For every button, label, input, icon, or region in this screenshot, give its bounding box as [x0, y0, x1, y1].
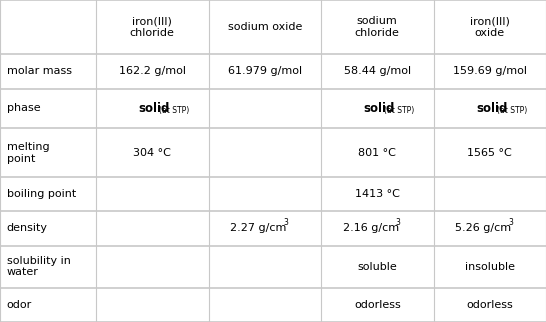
Text: (at STP): (at STP) [384, 106, 414, 115]
Text: insoluble: insoluble [465, 262, 515, 272]
Text: odor: odor [7, 300, 32, 310]
Text: soluble: soluble [358, 262, 397, 272]
Text: 162.2 g/mol: 162.2 g/mol [119, 67, 186, 77]
Text: iron(III)
oxide: iron(III) oxide [470, 16, 510, 38]
Text: solid: solid [364, 102, 395, 115]
Text: solid: solid [476, 102, 507, 115]
Text: 61.979 g/mol: 61.979 g/mol [228, 67, 302, 77]
Text: 1565 °C: 1565 °C [467, 148, 512, 158]
Text: (at STP): (at STP) [497, 106, 527, 115]
Text: phase: phase [7, 103, 40, 113]
Text: 801 °C: 801 °C [358, 148, 396, 158]
Text: odorless: odorless [466, 300, 513, 310]
Text: 2.16 g/cm: 2.16 g/cm [343, 223, 399, 233]
Text: 3: 3 [283, 218, 288, 227]
Text: 3: 3 [395, 218, 400, 227]
Text: iron(III)
chloride: iron(III) chloride [130, 16, 175, 38]
Text: melting
point: melting point [7, 142, 49, 164]
Text: 2.27 g/cm: 2.27 g/cm [230, 223, 287, 233]
Text: density: density [7, 223, 48, 233]
Text: solid: solid [139, 102, 170, 115]
Text: boiling point: boiling point [7, 189, 76, 199]
Text: sodium oxide: sodium oxide [228, 22, 302, 32]
Text: 1413 °C: 1413 °C [355, 189, 400, 199]
Text: odorless: odorless [354, 300, 401, 310]
Text: 159.69 g/mol: 159.69 g/mol [453, 67, 527, 77]
Text: solubility in
water: solubility in water [7, 256, 70, 278]
Text: (at STP): (at STP) [159, 106, 189, 115]
Text: molar mass: molar mass [7, 67, 72, 77]
Text: 304 °C: 304 °C [133, 148, 171, 158]
Text: 58.44 g/mol: 58.44 g/mol [344, 67, 411, 77]
Text: sodium
chloride: sodium chloride [355, 16, 400, 38]
Text: 5.26 g/cm: 5.26 g/cm [455, 223, 511, 233]
Text: 3: 3 [508, 218, 513, 227]
